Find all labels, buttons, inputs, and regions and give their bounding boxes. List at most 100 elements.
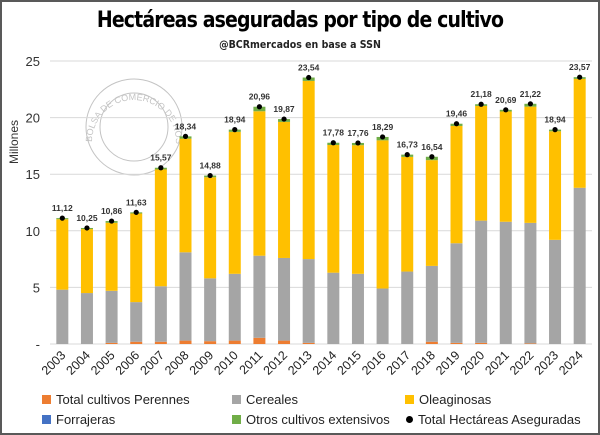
total-marker [281,116,287,122]
legend-swatch [42,395,51,404]
bar-total-cultivos-perennes [425,341,438,344]
data-label: 17,78 [323,128,345,138]
total-marker [59,215,65,221]
bar-cereales [475,220,488,343]
bar-cereales [573,187,586,344]
bar-cereales [278,257,291,341]
legend-swatch [405,395,414,404]
bar-cereales [327,272,340,344]
total-marker [404,152,410,158]
total-marker [133,209,139,215]
bar-total-cultivos-perennes [228,340,241,344]
data-label: 14,88 [199,161,221,171]
bar-oleaginosas [351,145,364,274]
bar-cereales [376,288,389,344]
total-marker [503,107,509,113]
bar-total-cultivos-perennes [253,337,266,344]
x-tick-label: 2018 [408,348,438,378]
legend-label: Total Hectáreas Aseguradas [418,412,581,427]
bar-oleaginosas [425,160,438,266]
legend-item-otros: Otros cultivos extensivos [232,412,390,427]
legend-label: Forrajeras [56,412,116,427]
legend-item-cereales: Cereales [232,392,298,407]
y-tick-label: - [36,337,40,352]
legend-swatch [42,415,51,424]
total-marker [527,101,534,107]
bar-cereales [499,221,512,344]
bar-cereales [253,255,266,338]
x-tick-label: 2017 [384,348,414,378]
legend-item-total: Total Hectáreas Aseguradas [406,412,581,427]
bar-total-cultivos-perennes [475,342,488,344]
data-label: 20,69 [495,95,517,105]
bar-oleaginosas [105,222,118,291]
legend-label: Oleaginosas [419,392,492,407]
bar-oleaginosas [327,144,340,273]
x-tick-label: 2005 [88,348,118,378]
bar-oleaginosas [154,169,167,287]
x-tick-label: 2006 [113,348,143,378]
data-label: 11,12 [52,203,73,213]
y-axis-label: Millones [7,120,21,164]
data-label: 18,94 [224,115,246,125]
bar-total-cultivos-perennes [524,343,537,344]
total-marker [182,133,189,139]
data-label: 18,34 [175,121,197,131]
x-tick-label: 2013 [285,348,315,378]
bar-total-cultivos-perennes [302,342,315,344]
data-label: 10,86 [101,206,123,216]
bar-oleaginosas [80,229,93,294]
bar-oleaginosas [376,140,389,289]
bar-cereales [154,286,167,342]
y-tick-label: 20 [26,111,40,126]
bar-total-cultivos-perennes [154,341,167,344]
watermark-seal: BOLSA DE COMERCIO DE ROSARIO [2,2,184,176]
data-label: 16,73 [397,140,419,150]
bar-cereales [524,222,537,344]
bar-oleaginosas [278,121,291,258]
bar-oleaginosas [450,125,463,244]
x-tick-label: 2022 [507,348,537,378]
x-tick-label: 2019 [433,348,463,378]
total-marker [256,104,263,110]
bar-oleaginosas [56,219,69,290]
data-label: 23,54 [298,63,320,73]
x-tick-label: 2011 [237,348,266,377]
x-tick-label: 2014 [310,348,340,378]
bar-oleaginosas [130,213,143,303]
bar-oleaginosas [499,111,512,222]
x-tick-label: 2009 [187,348,217,378]
bar-cereales [450,243,463,343]
total-marker [108,218,115,224]
x-tick-label: 2023 [532,348,562,378]
bar-oleaginosas [302,80,315,260]
data-label: 19,87 [273,104,295,114]
total-marker [355,140,361,146]
bar-oleaginosas [204,177,217,279]
x-tick-label: 2020 [458,348,488,378]
legend-label: Total cultivos Perennes [56,392,190,407]
bar-oleaginosas [228,131,241,274]
bar-oleaginosas [253,111,266,256]
bar-oleaginosas [401,156,414,272]
data-label: 20,96 [249,92,271,102]
total-marker [577,74,583,80]
chart-title: Hectáreas aseguradas por tipo de cultivo [96,8,504,33]
legend-item-forrajeras: Forrajeras [42,412,115,427]
total-marker [429,154,435,160]
bar-cereales [401,271,414,344]
data-label: 15,57 [150,153,172,163]
bar-oleaginosas [475,105,488,221]
total-marker [306,74,312,81]
y-tick-label: 15 [26,167,40,182]
x-tick-label: 2007 [137,348,167,378]
total-marker [453,121,460,127]
total-marker [379,134,386,140]
data-label: 18,94 [544,115,566,125]
data-label: 21,18 [470,89,492,99]
chart-subtitle: @BCRmercados en base a SSN [219,38,381,51]
legend-item-oleaginosas: Oleaginosas [405,392,491,407]
data-label: 11,63 [126,197,147,207]
x-tick-label: 2012 [261,348,291,378]
